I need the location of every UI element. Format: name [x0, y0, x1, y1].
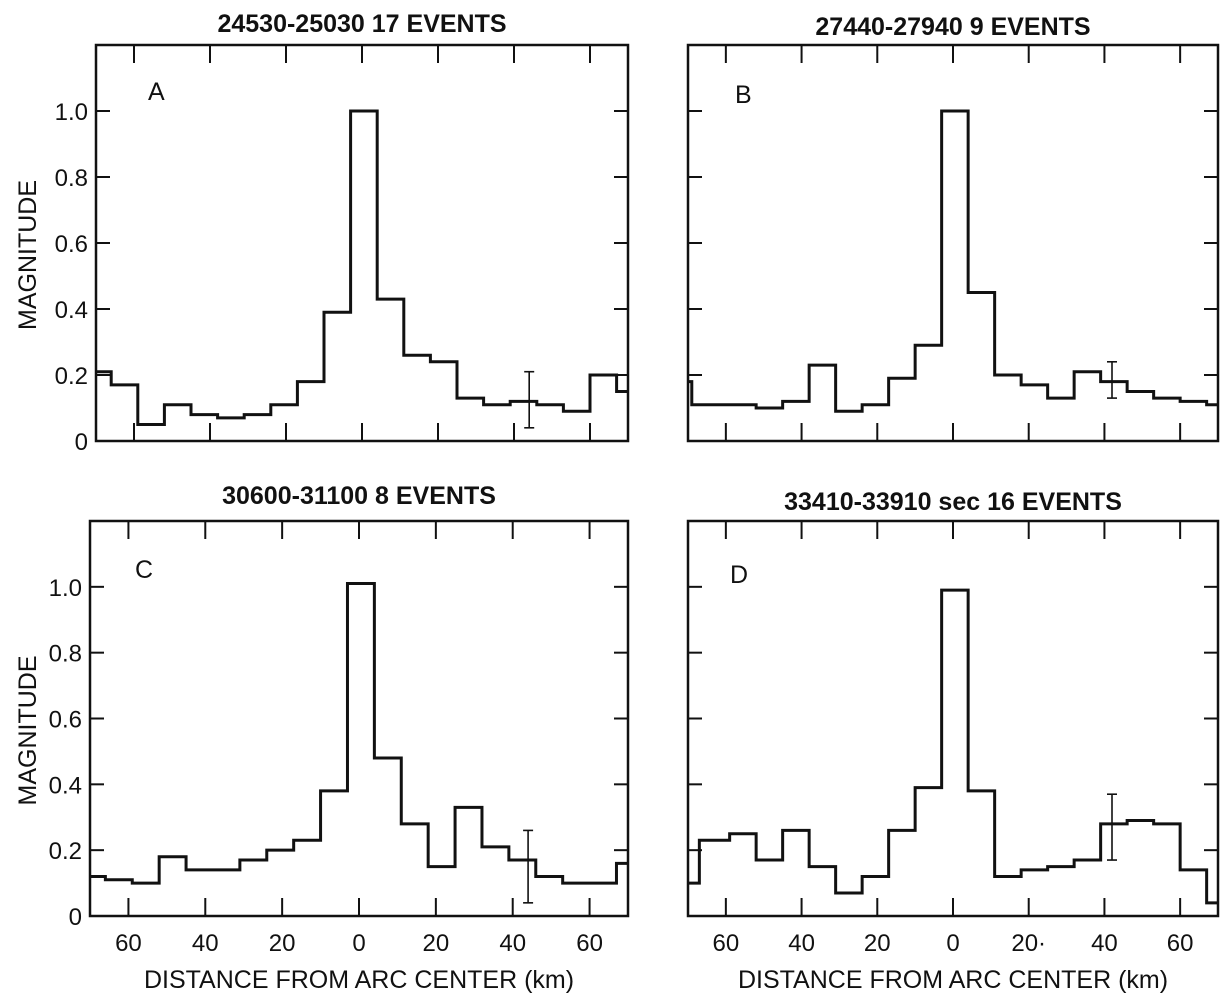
x-tick-label: 40 — [788, 930, 815, 957]
plot-frame — [94, 43, 630, 443]
error-bar — [523, 829, 534, 904]
panel-letter: B — [735, 81, 752, 109]
x-tick-label: 20 — [423, 930, 450, 957]
x-tick-label: 0 — [352, 930, 365, 957]
plot-frame — [686, 519, 1220, 918]
x-tick-label: 60 — [713, 930, 740, 957]
y-tick-label: 0.4 — [49, 772, 82, 799]
x-tick-label: 40 — [192, 930, 219, 957]
y-tick-label: 1.0 — [49, 575, 82, 602]
x-tick-label: 40 — [1091, 930, 1118, 957]
histogram-step-line — [688, 109, 1218, 413]
y-axis-label: MAGNITUDE — [14, 656, 42, 806]
error-bar — [1107, 360, 1117, 399]
x-tick-label: 0 — [946, 930, 959, 957]
panel-title: 24530-25030 17 EVENTS — [217, 10, 506, 38]
x-axis-label: DISTANCE FROM ARC CENTER (km) — [144, 966, 574, 994]
y-axis-label: MAGNITUDE — [14, 180, 42, 330]
x-tick-label: 60 — [576, 930, 603, 957]
x-tick-label: 20· — [1011, 930, 1046, 957]
x-tick-label: 40 — [499, 930, 526, 957]
histogram-step-line — [96, 109, 628, 426]
panel-title: 27440-27940 9 EVENTS — [815, 13, 1090, 41]
y-tick-label: 0.8 — [49, 641, 82, 668]
histogram-step-line — [688, 588, 1218, 905]
y-tick-label: 0.6 — [49, 707, 82, 734]
y-tick-label: 0.2 — [49, 838, 82, 865]
y-tick-label: 0.6 — [55, 231, 88, 258]
y-tick-label: 0.4 — [55, 297, 88, 324]
x-tick-label: 60 — [1167, 930, 1194, 957]
panel-letter: A — [148, 78, 165, 106]
x-tick-label: 20 — [269, 930, 296, 957]
y-tick-label: 0 — [75, 429, 88, 456]
y-tick-label: 0.2 — [55, 363, 88, 390]
panel-title: 33410-33910 sec 16 EVENTS — [784, 488, 1122, 516]
histogram-step-line — [90, 582, 628, 885]
panel-c: 30600-31100 8 EVENTS 0 0.2 0.4 0.6 0.8 1.0 60 40… — [14, 482, 630, 994]
panel-b: 27440-27940 9 EVENTS B — [686, 13, 1220, 443]
x-axis-label: DISTANCE FROM ARC CENTER (km) — [738, 966, 1168, 994]
panel-d: 33410-33910 sec 16 EVENTS 60 40 20 0 20· 40 60 D… — [686, 488, 1220, 994]
error-bar — [1107, 793, 1117, 861]
y-tick-label: 0.8 — [55, 165, 88, 192]
x-tick-label: 60 — [115, 930, 142, 957]
y-tick-label: 0 — [69, 904, 82, 931]
panel-letter: D — [730, 561, 748, 589]
panel-a: 24530-25030 17 EVENTS 0 0.2 0.4 0.6 0.8 1.0 MAG… — [14, 10, 630, 456]
error-bar — [524, 370, 535, 429]
panel-title: 30600-31100 8 EVENTS — [222, 482, 496, 510]
x-tick-label: 20 — [864, 930, 891, 957]
plot-frame — [686, 43, 1220, 443]
y-tick-label: 1.0 — [55, 99, 88, 126]
panel-letter: C — [135, 556, 153, 584]
